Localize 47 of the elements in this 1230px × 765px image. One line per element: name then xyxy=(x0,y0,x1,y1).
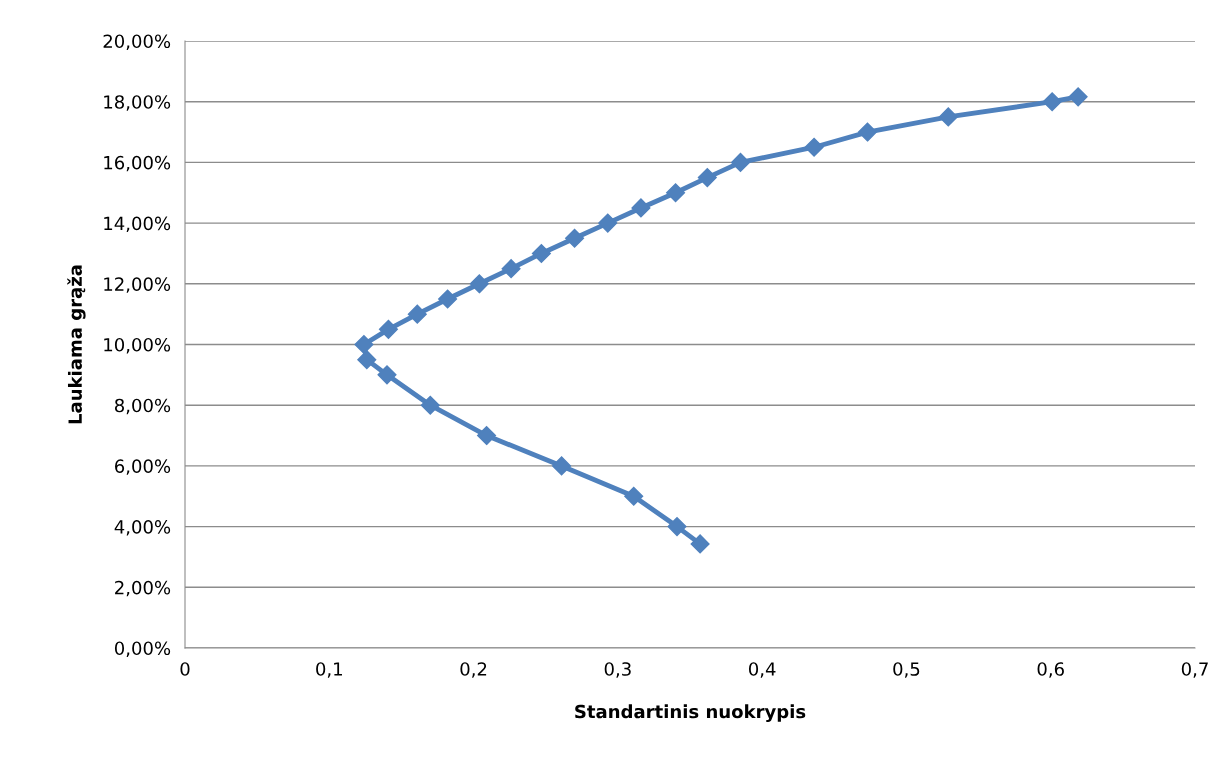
y-tick-label: 18,00% xyxy=(104,95,171,111)
x-tick-label: 0,6 xyxy=(1037,662,1064,678)
x-tick-label: 0,2 xyxy=(460,662,487,678)
point xyxy=(531,243,551,263)
point xyxy=(631,198,651,218)
point xyxy=(938,107,958,127)
y-axis-title: Laukiama grąža xyxy=(67,265,86,424)
point xyxy=(501,259,521,279)
point xyxy=(1042,92,1062,112)
x-tick-label: 0,7 xyxy=(1181,662,1208,678)
point xyxy=(624,486,644,506)
point xyxy=(469,274,489,294)
point xyxy=(477,426,497,446)
y-tick-label: 2,00% xyxy=(115,580,171,597)
point xyxy=(565,228,585,248)
y-tick-label: 12,00% xyxy=(104,277,171,293)
point xyxy=(377,365,397,385)
point xyxy=(697,168,717,188)
y-tick-label: 14,00% xyxy=(104,216,171,233)
x-tick-label: 0,5 xyxy=(893,662,920,678)
point xyxy=(357,350,377,370)
y-tick-label: 10,00% xyxy=(104,337,171,354)
point xyxy=(857,122,878,142)
point xyxy=(407,304,427,324)
y-tick-label: 6,00% xyxy=(115,459,171,475)
x-tick-label: 0,4 xyxy=(748,662,776,678)
y-tick-label: 20,00% xyxy=(103,34,171,50)
point xyxy=(666,183,686,203)
x-tick-label: 0,1 xyxy=(316,662,342,678)
point xyxy=(420,395,440,415)
x-axis-title: Standartinis nuokrypis xyxy=(575,704,806,722)
point xyxy=(354,334,374,355)
point xyxy=(438,289,458,309)
y-tick-label: 16,00% xyxy=(104,155,171,172)
point xyxy=(804,137,824,157)
y-tick-label: 8,00% xyxy=(114,398,171,415)
point xyxy=(552,456,572,476)
y-tick-label: 4,00% xyxy=(114,520,171,536)
point xyxy=(378,319,398,339)
point xyxy=(730,152,751,172)
y-tick-label: 0,00% xyxy=(114,641,171,657)
point xyxy=(1068,87,1088,107)
x-tick-label: 0,3 xyxy=(604,662,631,678)
x-tick-label: 0 xyxy=(180,662,190,676)
point xyxy=(598,213,618,233)
point xyxy=(667,517,687,537)
point xyxy=(690,534,710,554)
